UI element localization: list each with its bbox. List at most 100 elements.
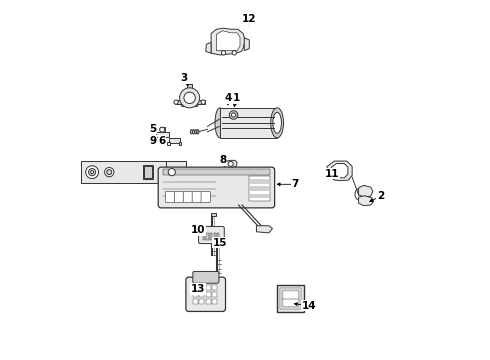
Bar bbox=[199, 299, 204, 304]
Circle shape bbox=[107, 170, 112, 175]
Text: 4: 4 bbox=[224, 93, 232, 103]
Bar bbox=[210, 233, 212, 240]
Bar bbox=[144, 166, 152, 178]
Circle shape bbox=[180, 88, 199, 108]
FancyBboxPatch shape bbox=[198, 226, 224, 244]
Bar bbox=[199, 285, 204, 290]
Circle shape bbox=[201, 100, 205, 104]
Bar bbox=[284, 292, 297, 306]
Polygon shape bbox=[211, 28, 245, 55]
Bar bbox=[249, 186, 270, 191]
Bar bbox=[249, 194, 270, 198]
Bar bbox=[220, 108, 277, 138]
Text: 9: 9 bbox=[149, 136, 156, 146]
Text: 3: 3 bbox=[181, 73, 188, 83]
Bar bbox=[206, 292, 211, 297]
Bar bbox=[212, 292, 217, 297]
FancyBboxPatch shape bbox=[174, 192, 184, 203]
Ellipse shape bbox=[193, 130, 195, 134]
Text: 6: 6 bbox=[158, 136, 166, 146]
Bar bbox=[196, 275, 199, 279]
Bar bbox=[160, 127, 165, 132]
Polygon shape bbox=[359, 196, 373, 206]
Bar bbox=[167, 142, 170, 145]
Bar bbox=[156, 132, 169, 138]
Circle shape bbox=[232, 51, 237, 55]
FancyBboxPatch shape bbox=[193, 271, 219, 283]
Bar bbox=[200, 275, 203, 279]
Text: 5: 5 bbox=[149, 123, 156, 134]
FancyBboxPatch shape bbox=[165, 192, 174, 203]
Polygon shape bbox=[245, 38, 249, 51]
Bar bbox=[206, 299, 211, 304]
Circle shape bbox=[104, 167, 114, 177]
FancyBboxPatch shape bbox=[201, 192, 210, 203]
Bar bbox=[212, 299, 217, 304]
Bar bbox=[178, 142, 181, 145]
Bar bbox=[203, 233, 205, 240]
Bar bbox=[167, 161, 186, 183]
Ellipse shape bbox=[197, 130, 199, 134]
Circle shape bbox=[160, 127, 165, 132]
Bar bbox=[212, 275, 215, 279]
Text: 7: 7 bbox=[292, 179, 299, 189]
Circle shape bbox=[184, 92, 196, 104]
Ellipse shape bbox=[215, 108, 225, 138]
Circle shape bbox=[89, 168, 96, 176]
Bar bbox=[280, 288, 301, 309]
Circle shape bbox=[91, 171, 94, 174]
Circle shape bbox=[174, 100, 178, 104]
FancyBboxPatch shape bbox=[158, 167, 275, 208]
Bar bbox=[248, 176, 270, 201]
Bar bbox=[163, 169, 270, 175]
Text: 1: 1 bbox=[232, 93, 240, 103]
Bar bbox=[249, 179, 270, 184]
Polygon shape bbox=[226, 117, 241, 124]
Bar bbox=[211, 213, 216, 216]
Polygon shape bbox=[206, 42, 211, 53]
Circle shape bbox=[228, 161, 233, 166]
Ellipse shape bbox=[195, 130, 197, 134]
Text: 8: 8 bbox=[219, 156, 226, 165]
Bar bbox=[169, 138, 180, 143]
Polygon shape bbox=[181, 100, 198, 107]
Circle shape bbox=[86, 166, 98, 179]
Bar bbox=[174, 100, 182, 104]
Polygon shape bbox=[359, 185, 373, 197]
Bar bbox=[282, 291, 299, 307]
Ellipse shape bbox=[273, 112, 281, 133]
Bar bbox=[204, 275, 207, 279]
Bar bbox=[214, 233, 216, 240]
Text: 13: 13 bbox=[191, 284, 205, 294]
Text: 11: 11 bbox=[325, 168, 340, 179]
Bar bbox=[81, 161, 186, 183]
Polygon shape bbox=[256, 226, 272, 233]
Circle shape bbox=[229, 111, 238, 119]
Bar bbox=[187, 84, 193, 89]
Bar bbox=[193, 285, 198, 290]
Bar bbox=[197, 100, 205, 104]
Text: 12: 12 bbox=[241, 14, 256, 24]
Bar bbox=[217, 233, 220, 240]
Bar bbox=[143, 165, 153, 179]
Text: 14: 14 bbox=[302, 301, 317, 311]
FancyBboxPatch shape bbox=[192, 192, 201, 203]
Circle shape bbox=[221, 51, 226, 55]
Circle shape bbox=[168, 168, 175, 176]
Ellipse shape bbox=[190, 130, 193, 134]
Bar bbox=[193, 299, 198, 304]
Ellipse shape bbox=[270, 108, 284, 138]
Bar bbox=[199, 292, 204, 297]
Text: 15: 15 bbox=[213, 238, 227, 248]
Bar bbox=[216, 231, 220, 234]
FancyBboxPatch shape bbox=[183, 192, 193, 203]
Circle shape bbox=[231, 113, 236, 117]
Bar bbox=[208, 275, 211, 279]
Bar bbox=[212, 285, 217, 290]
Text: 10: 10 bbox=[191, 225, 205, 235]
Polygon shape bbox=[327, 161, 352, 181]
Bar bbox=[277, 285, 304, 312]
Text: 2: 2 bbox=[377, 191, 384, 201]
Polygon shape bbox=[217, 31, 240, 51]
FancyBboxPatch shape bbox=[186, 277, 225, 311]
